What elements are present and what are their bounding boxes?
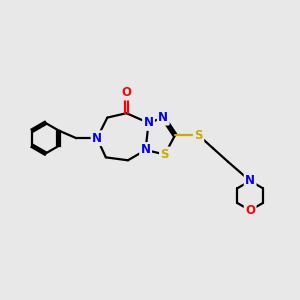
Text: N: N <box>92 132 102 145</box>
Text: S: S <box>194 129 203 142</box>
Text: N: N <box>141 143 151 157</box>
Text: N: N <box>143 116 154 129</box>
Text: N: N <box>245 174 255 188</box>
Text: S: S <box>160 148 169 161</box>
Text: O: O <box>245 204 255 217</box>
Text: O: O <box>122 86 131 99</box>
Text: N: N <box>158 111 168 124</box>
